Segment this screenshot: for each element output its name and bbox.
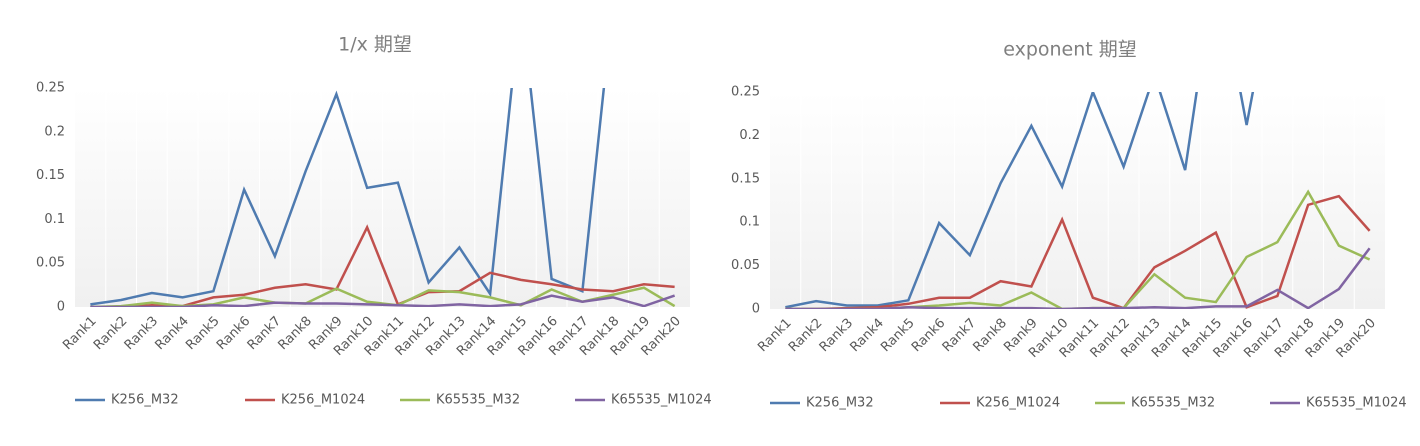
series-line: [785, 92, 1255, 309]
x-tick-label: Rank3: [122, 314, 161, 353]
y-tick-label: 0.25: [36, 81, 65, 96]
legend-label: K256_M32: [111, 393, 179, 408]
x-tick-label: Rank8: [275, 314, 314, 353]
x-tick-label: Rank4: [152, 314, 191, 353]
lines: [90, 88, 676, 307]
series-line: [90, 294, 676, 307]
legend-label: K256_M1024: [976, 396, 1060, 411]
x-tick-label: Rank8: [970, 316, 1009, 355]
y-tick-label: 0.05: [36, 256, 65, 271]
chart-title: exponent 期望: [1003, 39, 1137, 61]
y-tick-label: 0: [57, 300, 65, 315]
lines: [785, 92, 1371, 309]
x-tick-label: Rank2: [786, 316, 825, 355]
y-tick-label: 0.2: [739, 128, 760, 143]
x-tick-label: Rank7: [245, 314, 284, 353]
x-tick-label: Rank1: [60, 314, 99, 353]
y-tick-label: 0.1: [44, 212, 65, 227]
x-tick-label: Rank7: [940, 316, 979, 355]
x-tick-label: Rank5: [878, 316, 917, 355]
y-tick-label: 0.15: [36, 168, 65, 183]
legend-label: K65535_M32: [436, 393, 520, 408]
legend-label: K256_M1024: [281, 393, 365, 408]
y-tick-label: 0.15: [731, 171, 760, 186]
legend-label: K65535_M1024: [611, 393, 712, 408]
x-tick-label: Rank5: [183, 314, 222, 353]
series-line: [785, 194, 1371, 309]
y-tick-label: 0: [752, 302, 760, 317]
x-tick-label: Rank3: [817, 316, 856, 355]
y-tick-label: 0.05: [731, 258, 760, 273]
series-line: [785, 247, 1371, 309]
y-tick-label: 0.25: [731, 85, 760, 100]
y-tick-label: 0.1: [739, 215, 760, 230]
legend-label: K256_M32: [806, 396, 874, 411]
x-tick-label: Rank2: [91, 314, 130, 353]
y-tick-label: 0.2: [44, 124, 65, 139]
chart-title: 1/x 期望: [338, 34, 412, 56]
legend-label: K65535_M32: [1131, 396, 1215, 411]
x-tick-label: Rank6: [214, 314, 253, 353]
x-tick-label: Rank1: [755, 316, 794, 355]
x-tick-label: Rank6: [909, 316, 948, 355]
x-tick-label: Rank4: [847, 316, 886, 355]
legend-label: K65535_M1024: [1306, 396, 1407, 411]
